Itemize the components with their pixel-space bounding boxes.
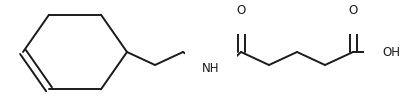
Text: OH: OH bbox=[382, 46, 400, 58]
Text: O: O bbox=[348, 4, 358, 17]
Text: O: O bbox=[236, 4, 246, 17]
Text: NH: NH bbox=[202, 61, 220, 74]
